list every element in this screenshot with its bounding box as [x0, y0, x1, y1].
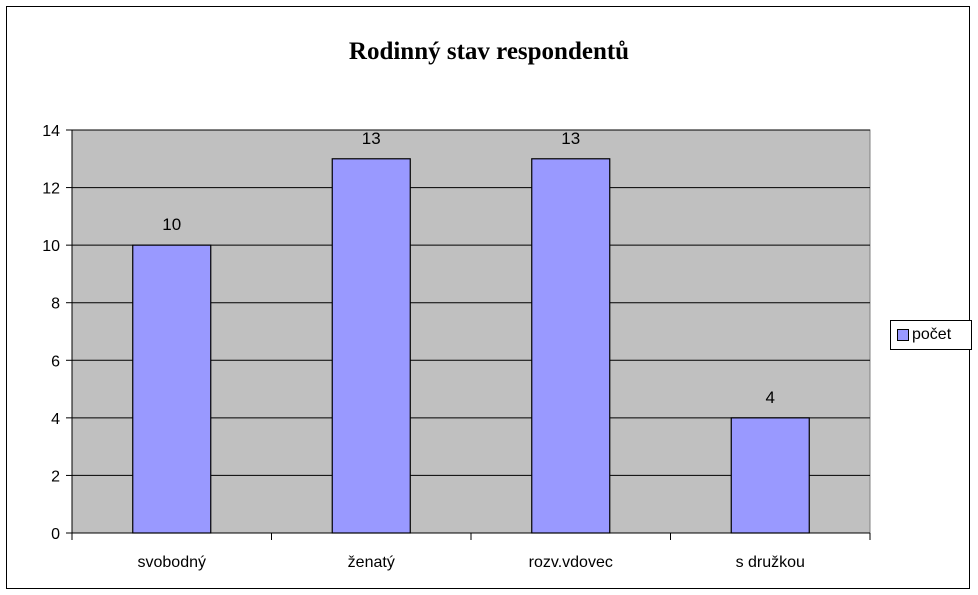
legend-swatch	[897, 329, 909, 341]
legend: počet	[890, 320, 972, 350]
axes	[66, 129, 871, 540]
data-label: 13	[362, 129, 381, 148]
chart-title: Rodinný stav respondentů	[348, 38, 630, 65]
y-tick-label: 2	[51, 468, 60, 485]
x-tick-label: ženatý	[348, 554, 395, 571]
bar	[730, 417, 810, 534]
bar	[132, 244, 212, 534]
labels: 0 2 4 6 8 10 12 14 10 svobodný 13 ženatý 13 rozv.vdov…	[42, 123, 805, 571]
bar	[531, 158, 611, 534]
y-tick-label: 14	[42, 123, 60, 140]
bar	[331, 158, 411, 534]
legend-label: počet	[912, 326, 952, 343]
y-tick-label: 0	[51, 526, 60, 543]
y-tick-label: 8	[51, 296, 60, 313]
y-tick-label: 6	[51, 353, 60, 370]
x-tick-label: rozv.vdovec	[529, 554, 613, 571]
x-tick-label: svobodný	[138, 554, 207, 571]
y-tick-label: 12	[42, 181, 60, 198]
x-tick-label: s družkou	[736, 554, 805, 571]
data-label: 10	[162, 215, 181, 234]
y-tick-label: 4	[51, 411, 60, 428]
data-label: 4	[766, 388, 775, 407]
y-tick-label: 10	[42, 238, 60, 255]
data-label: 13	[561, 129, 580, 148]
